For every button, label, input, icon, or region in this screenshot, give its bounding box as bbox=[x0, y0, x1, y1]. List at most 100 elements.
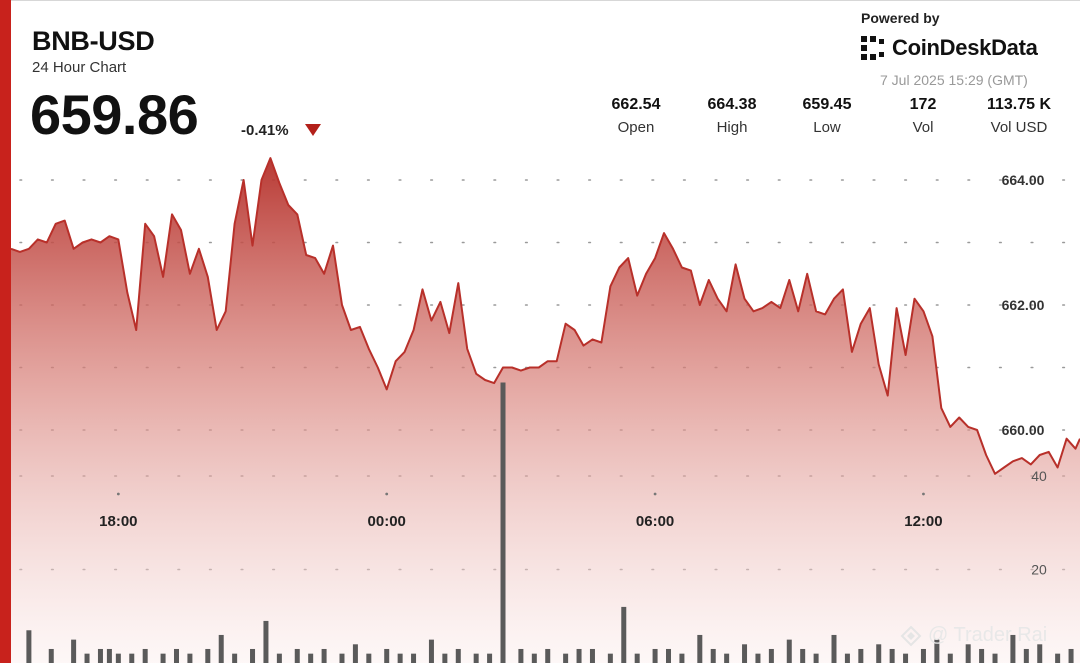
volume-bar bbox=[455, 648, 461, 663]
watermark: @ Trader Rai bbox=[900, 624, 1047, 647]
volume-bar bbox=[697, 634, 703, 663]
volume-bar bbox=[187, 653, 193, 663]
volume-bar bbox=[428, 639, 434, 663]
diamond-logo-icon bbox=[900, 625, 922, 646]
stat-value: 172 bbox=[909, 96, 937, 113]
stat-label: Low bbox=[813, 119, 841, 136]
volume-bar bbox=[621, 606, 627, 663]
volume-bar bbox=[160, 653, 166, 663]
volume-bar bbox=[218, 634, 224, 663]
stat-low: 659.45 Low bbox=[777, 96, 877, 136]
volume-bar bbox=[232, 653, 238, 663]
volume-bar bbox=[411, 653, 417, 663]
volume-bar bbox=[48, 648, 54, 663]
stat-vol: 172 Vol bbox=[873, 96, 973, 136]
timestamp: 7 Jul 2025 15:29 (GMT) bbox=[880, 72, 1028, 88]
volume-bars bbox=[26, 382, 1074, 663]
volume-bar bbox=[889, 648, 895, 663]
volume-bar bbox=[965, 644, 971, 663]
volume-tick-label: 40 bbox=[1031, 468, 1047, 484]
volume-bar bbox=[339, 653, 345, 663]
volume-bar bbox=[294, 648, 300, 663]
volume-bar bbox=[531, 653, 537, 663]
volume-bar bbox=[1055, 653, 1061, 663]
volume-bar bbox=[500, 382, 506, 663]
volume-bar bbox=[679, 653, 685, 663]
volume-bar bbox=[321, 648, 327, 663]
x-tick-mark bbox=[385, 492, 389, 496]
volume-bar bbox=[800, 648, 806, 663]
current-price: 659.86 bbox=[30, 83, 199, 146]
stat-label: High bbox=[716, 119, 748, 136]
volume-bar bbox=[263, 620, 269, 663]
volume-bar bbox=[473, 653, 479, 663]
volume-bar bbox=[518, 648, 524, 663]
volume-bar bbox=[106, 648, 112, 663]
volume-bar bbox=[129, 653, 135, 663]
volume-bar bbox=[397, 653, 403, 663]
down-arrow-icon bbox=[305, 124, 321, 136]
chart-subtitle: 24 Hour Chart bbox=[32, 59, 127, 76]
volume-bar bbox=[858, 648, 864, 663]
brand-name: CoinDeskData bbox=[892, 35, 1038, 60]
volume-bar bbox=[308, 653, 314, 663]
volume-bar bbox=[97, 648, 103, 663]
volume-bar bbox=[142, 648, 148, 663]
volume-bar bbox=[250, 648, 256, 663]
x-tick-mark bbox=[653, 492, 657, 496]
price-area-fill bbox=[11, 158, 1080, 663]
x-tick-label: 12:00 bbox=[904, 513, 942, 530]
volume-bar bbox=[947, 653, 953, 663]
volume-tick-label: 20 bbox=[1031, 562, 1047, 578]
price-area bbox=[10, 157, 1080, 663]
volume-bar bbox=[755, 653, 761, 663]
volume-bar bbox=[205, 648, 211, 663]
stat-open: 662.54 Open bbox=[586, 96, 686, 136]
volume-bar bbox=[1010, 634, 1016, 663]
x-tick-label: 00:00 bbox=[368, 513, 406, 530]
volume-bar bbox=[920, 648, 926, 663]
volume-bar bbox=[786, 639, 792, 663]
volume-bar bbox=[844, 653, 850, 663]
stat-value: 113.75 K bbox=[986, 96, 1052, 113]
volume-bar bbox=[1023, 648, 1029, 663]
volume-bar bbox=[576, 648, 582, 663]
brand-logo[interactable]: CoinDeskData bbox=[860, 35, 1038, 61]
volume-bar bbox=[1068, 648, 1074, 663]
volume-bar bbox=[84, 653, 90, 663]
watermark-text: @ Trader Rai bbox=[928, 624, 1048, 646]
top-divider bbox=[11, 0, 1080, 1]
volume-bar bbox=[992, 653, 998, 663]
volume-bar bbox=[979, 648, 985, 663]
volume-bar bbox=[26, 630, 32, 663]
price-line bbox=[10, 157, 1080, 475]
stat-label: Vol bbox=[912, 119, 934, 136]
x-tick-label: 18:00 bbox=[99, 513, 137, 530]
x-tick-label: 06:00 bbox=[636, 513, 674, 530]
accent-bar bbox=[0, 0, 11, 663]
volume-bar bbox=[742, 644, 748, 663]
volume-bar bbox=[607, 653, 613, 663]
volume-bar bbox=[71, 639, 77, 663]
volume-bar bbox=[652, 648, 658, 663]
volume-bar bbox=[384, 648, 390, 663]
volume-bar bbox=[724, 653, 730, 663]
price-tick-label: 660.00 bbox=[1002, 422, 1045, 438]
volume-bar bbox=[666, 648, 672, 663]
stat-value: 664.38 bbox=[707, 96, 757, 113]
volume-bar bbox=[934, 639, 940, 663]
volume-bar bbox=[545, 648, 551, 663]
volume-bar bbox=[589, 648, 595, 663]
volume-bar bbox=[173, 648, 179, 663]
volume-bar bbox=[442, 653, 448, 663]
volume-bar bbox=[352, 644, 358, 663]
volume-bar bbox=[366, 653, 372, 663]
stat-value: 659.45 bbox=[802, 96, 852, 113]
volume-bar bbox=[831, 634, 837, 663]
stat-label: Open bbox=[617, 119, 655, 136]
volume-bar bbox=[487, 653, 493, 663]
x-tick-mark bbox=[116, 492, 120, 496]
volume-bar bbox=[813, 653, 819, 663]
price-change: -0.41% bbox=[241, 122, 289, 139]
coindesk-logo-icon bbox=[861, 36, 884, 60]
